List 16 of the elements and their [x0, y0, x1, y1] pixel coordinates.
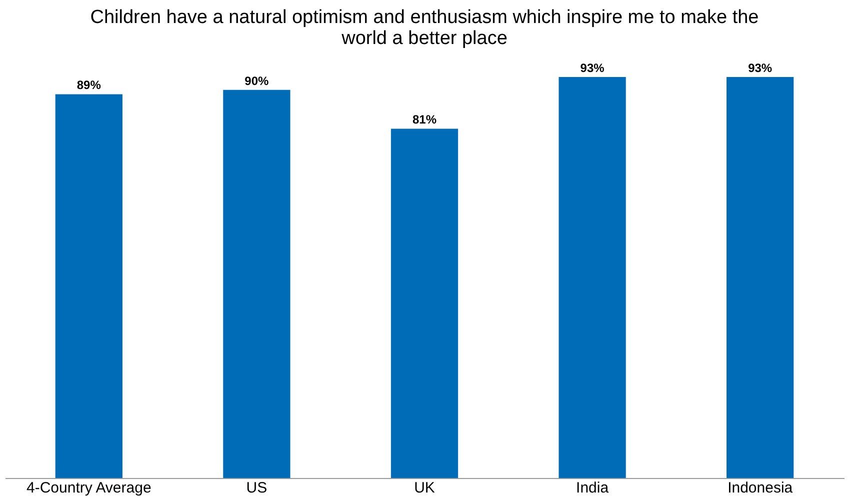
- bar: [55, 94, 122, 478]
- x-tick-label: Indonesia: [728, 480, 794, 496]
- bar: [726, 77, 794, 478]
- chart-title: Children have a natural optimism and enthusiasm which inspire me to make the world a better place: [90, 7, 759, 49]
- data-label: 93%: [580, 61, 605, 75]
- data-label: 90%: [244, 74, 270, 88]
- bar: [223, 90, 290, 478]
- data-label: 89%: [76, 78, 102, 92]
- bar: [390, 128, 458, 478]
- x-tick-label: India: [576, 480, 610, 496]
- x-tick-label: UK: [414, 480, 435, 496]
- data-label: 93%: [748, 61, 772, 75]
- bar: [558, 77, 626, 478]
- x-tick-label: 4-Country Average: [26, 480, 152, 496]
- x-tick-label: US: [246, 480, 268, 496]
- data-label: 81%: [412, 112, 437, 127]
